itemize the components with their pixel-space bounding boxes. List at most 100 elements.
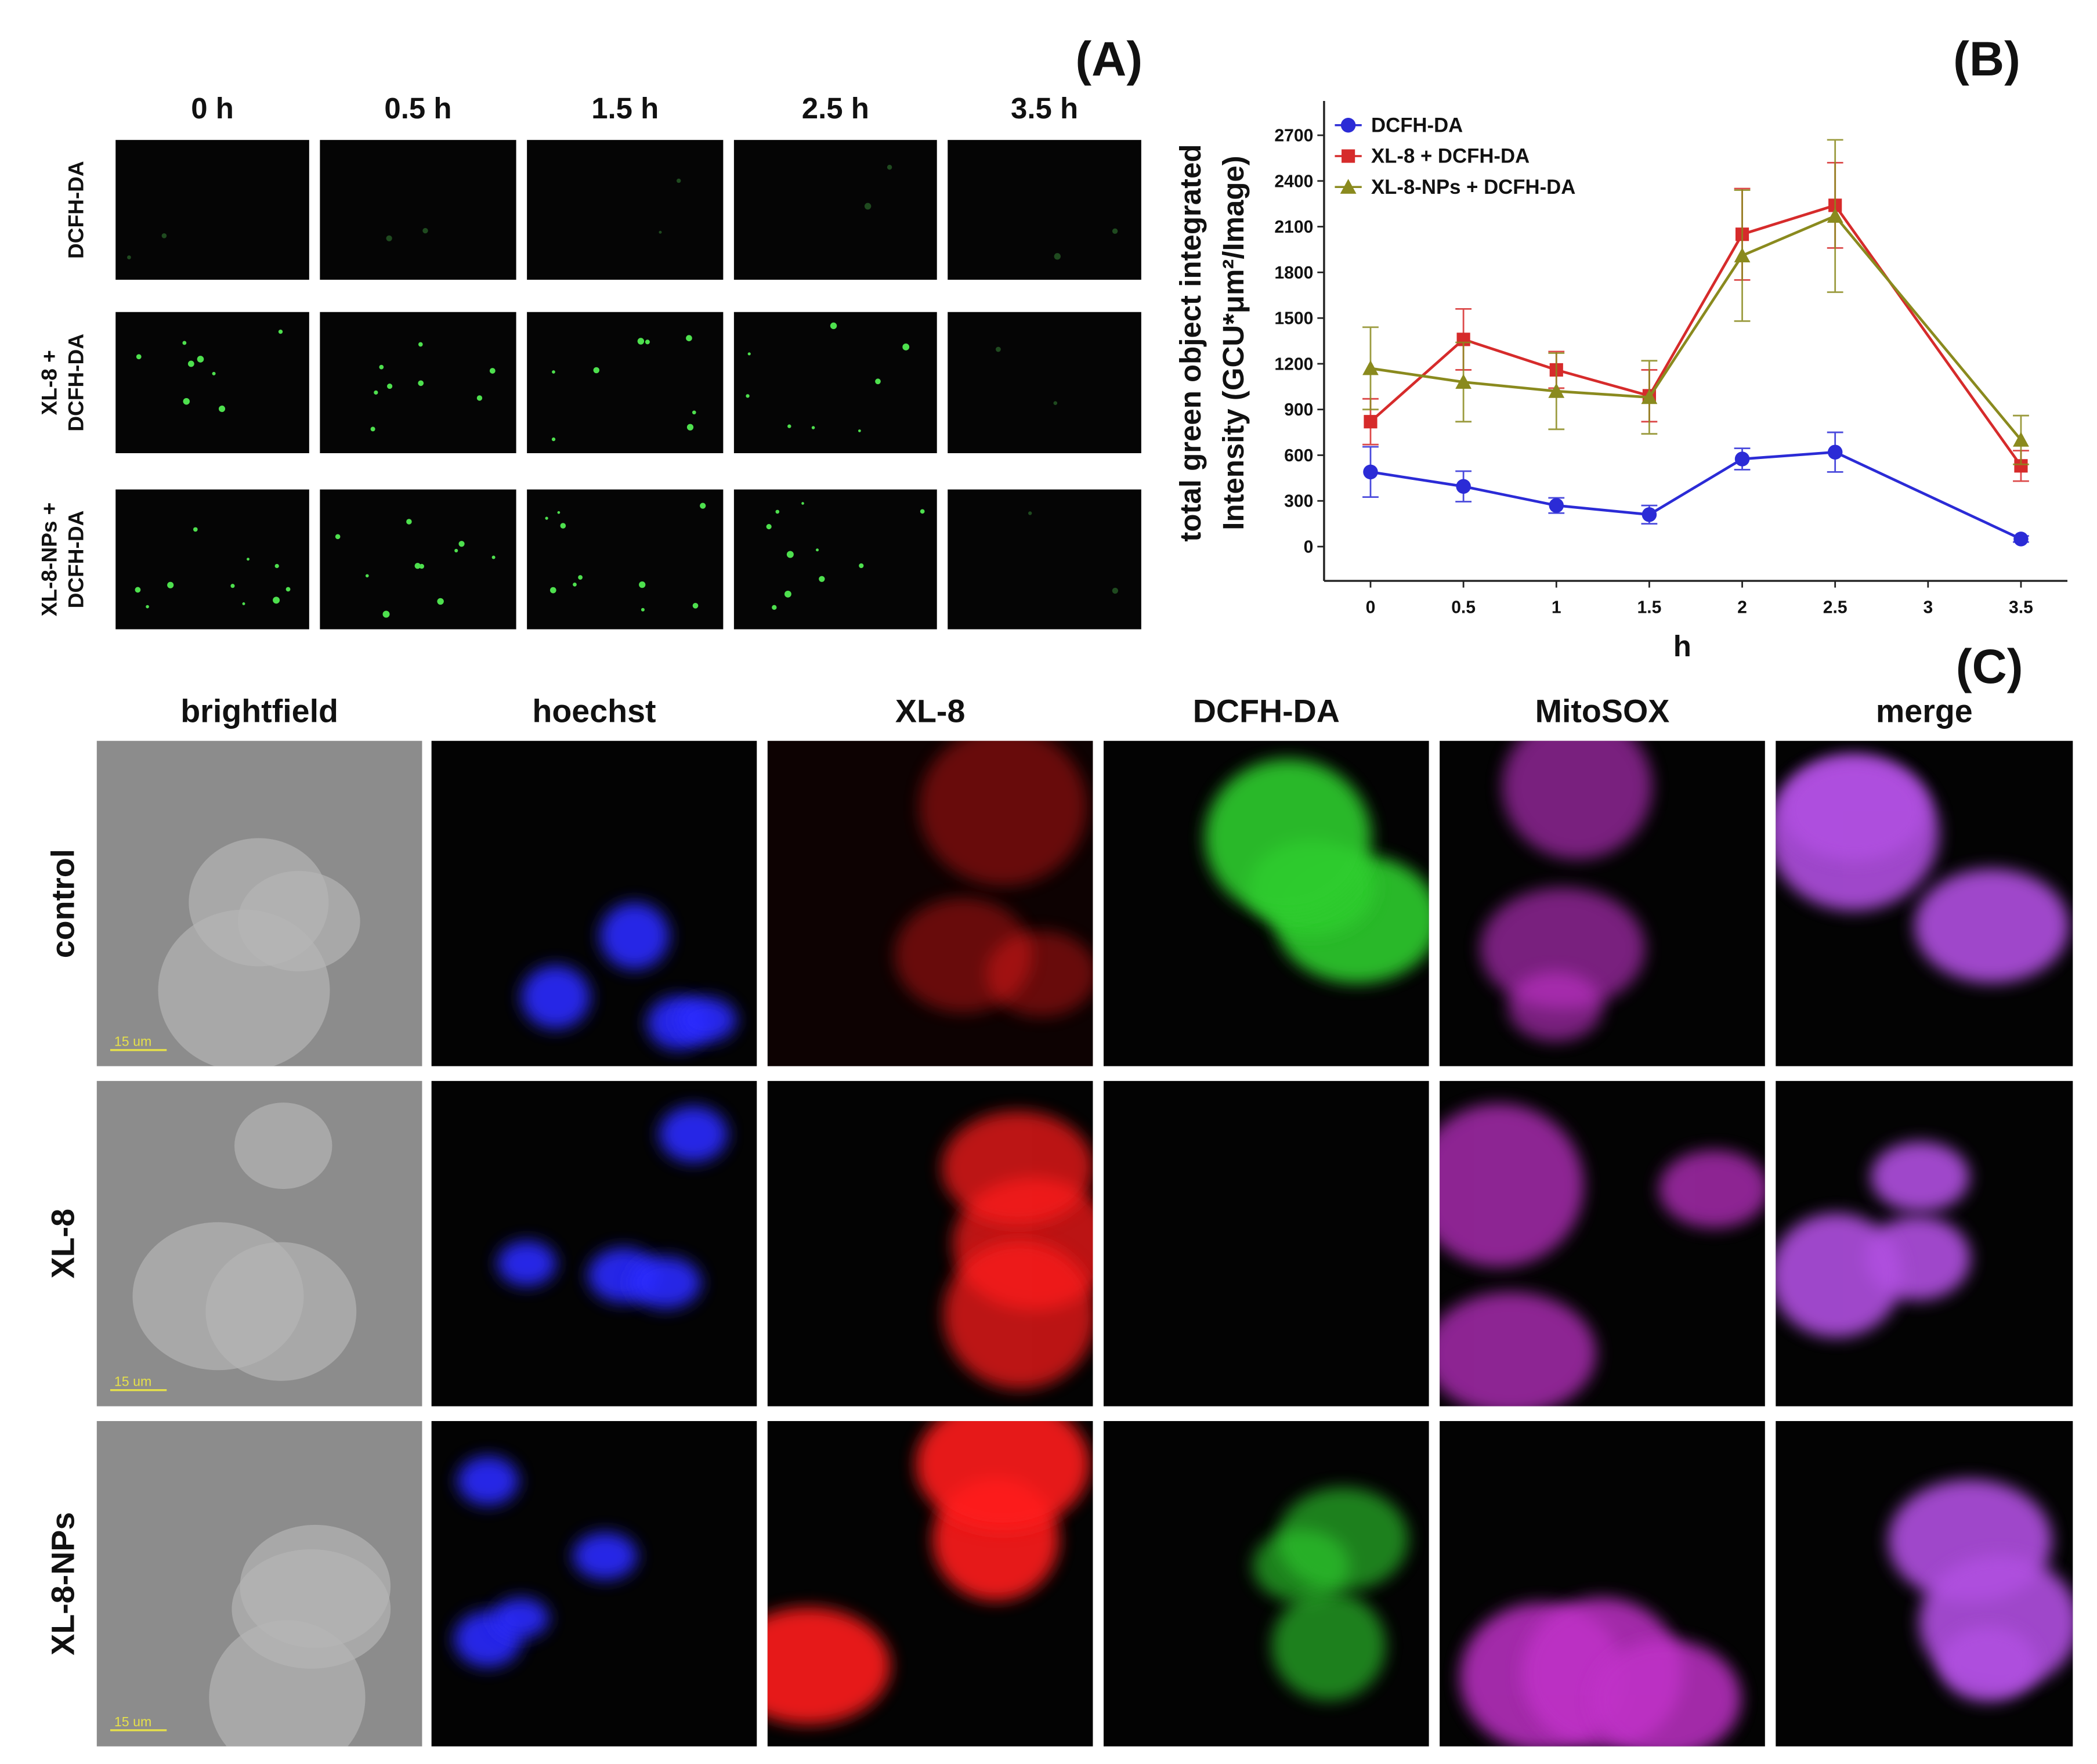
data-point (1734, 451, 1750, 467)
data-point (1548, 383, 1565, 398)
fluorescent-spot (489, 368, 496, 374)
fluorescent-spot (557, 511, 561, 514)
data-point (1827, 208, 1843, 223)
row-label: XL-8-NPs (45, 1512, 81, 1655)
cell (1205, 758, 1372, 917)
data-point (1641, 389, 1658, 404)
fluorescent-spot (182, 341, 187, 345)
fluorescent-spot (167, 581, 174, 588)
micrograph (733, 140, 937, 280)
column-header: 0.5 h (384, 92, 451, 125)
cell (919, 740, 1087, 886)
fluorescent-spot (784, 590, 791, 598)
cell (189, 838, 329, 967)
micrograph (320, 140, 516, 280)
fluorescent-spot (419, 563, 425, 569)
fluorescent-spot (920, 509, 925, 514)
cell (1508, 971, 1603, 1042)
legend-marker (1340, 117, 1356, 133)
data-point (2013, 532, 2029, 547)
fluorescent-spot (437, 598, 444, 605)
column-header: DCFH-DA (1193, 693, 1340, 729)
x-tick-label: 1.5 (1637, 598, 1661, 617)
fluorescent-spot (864, 203, 872, 210)
row-label: control (45, 849, 81, 958)
cells (454, 1456, 638, 1668)
series-line (1370, 450, 2022, 540)
fluorescent-spot (218, 405, 226, 413)
cell (630, 1256, 702, 1309)
legend-marker (1340, 179, 1357, 194)
fluorescent-spot (1054, 253, 1061, 260)
fluorescent-spot (193, 527, 198, 532)
fluorescent-spot (692, 602, 699, 609)
scale-bar-label: 15 um (114, 1714, 151, 1729)
column-header: hoechst (532, 693, 656, 729)
cell (497, 1241, 556, 1286)
fluorescent-spot (386, 235, 392, 241)
legend-marker (1342, 149, 1355, 163)
fluorescent-spot (578, 575, 583, 580)
fluorescent-spot (278, 330, 283, 334)
data-point (1363, 464, 1378, 480)
fluorescent-spot (414, 562, 421, 569)
column-header: 1.5 h (591, 92, 659, 125)
fluorescent-spot (747, 352, 751, 356)
x-axis-label: h (1673, 630, 1691, 663)
cells (1888, 1479, 2073, 1702)
fluorescent-spot (552, 370, 555, 374)
fluorescent-spot (637, 338, 645, 345)
fluorescent-spot (677, 178, 681, 183)
cell (1776, 1213, 1903, 1338)
cells (1440, 1104, 1765, 1407)
fluorescent-spot (273, 597, 280, 604)
fluorescent-spot (645, 339, 650, 345)
cell (1277, 1487, 1409, 1591)
fluorescent-spot (815, 548, 819, 552)
cell (1914, 869, 2069, 984)
fluorescent-spot (996, 346, 1001, 352)
x-tick-label: 3 (1923, 598, 1933, 617)
cell (767, 1607, 891, 1725)
fluorescent-spot (772, 605, 777, 610)
fluorescent-spot (406, 519, 412, 525)
panel-label: (B) (1953, 32, 2020, 86)
fluorescent-spot (136, 354, 142, 360)
fluorescent-spot (418, 380, 424, 386)
fluorescent-spot (830, 322, 837, 330)
micrograph (948, 489, 1141, 630)
fluorescent-spot (161, 233, 167, 238)
cells (132, 1102, 357, 1381)
cell (1480, 887, 1646, 1009)
y-tick-label: 600 (1284, 446, 1313, 465)
row-label: DCFH-DA (64, 161, 88, 259)
cell (1440, 1104, 1584, 1267)
column-header: 0 h (191, 92, 234, 125)
cell (521, 965, 591, 1029)
fluorescent-spot (1053, 401, 1058, 405)
fluorescent-spot (247, 558, 250, 561)
cells (1205, 758, 1429, 984)
data-point (1549, 498, 1564, 513)
fluorescent-spot (146, 605, 149, 609)
row-label: DCFH-DA (64, 511, 88, 609)
y-axis-label: total green object integrated (1174, 144, 1207, 541)
fluorescent-spot (242, 602, 245, 605)
column-header: 2.5 h (802, 92, 869, 125)
cell (1440, 1292, 1596, 1407)
y-tick-label: 300 (1284, 492, 1313, 511)
cell (232, 1549, 391, 1669)
cells (894, 740, 1093, 1017)
cell (234, 1102, 332, 1190)
fluorescent-spot (379, 364, 384, 370)
y-tick-label: 2100 (1274, 218, 1313, 237)
y-tick-label: 0 (1304, 537, 1314, 556)
column-header: brightfield (180, 693, 338, 729)
micrograph (527, 489, 724, 630)
x-tick-label: 0 (1366, 598, 1376, 617)
micrograph (115, 140, 309, 280)
fluorescent-spot (551, 437, 556, 442)
fluorescent-spot (659, 230, 662, 234)
cell (1871, 1141, 1970, 1212)
cell (942, 1111, 1093, 1225)
